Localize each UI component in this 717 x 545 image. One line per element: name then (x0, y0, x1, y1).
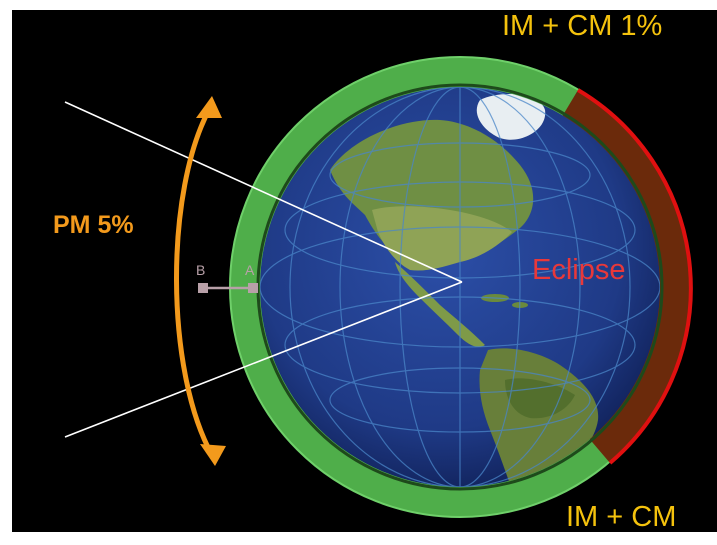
fov-line-upper (64, 101, 463, 283)
top-right-label: IM + CM 1% (502, 10, 662, 42)
point-ab-marker (198, 283, 258, 293)
eclipse-outer-edge (576, 88, 693, 465)
bottom-right-label: IM + CM (566, 501, 676, 533)
point-b-label: B (196, 262, 205, 278)
double-headed-curved-arrow-icon (174, 96, 226, 466)
eclipse-label: Eclipse (532, 254, 626, 286)
earth-globe-icon (260, 87, 660, 487)
fov-line-lower (64, 281, 463, 438)
pm-label: PM 5% (53, 211, 134, 239)
point-a-label: A (245, 262, 255, 278)
